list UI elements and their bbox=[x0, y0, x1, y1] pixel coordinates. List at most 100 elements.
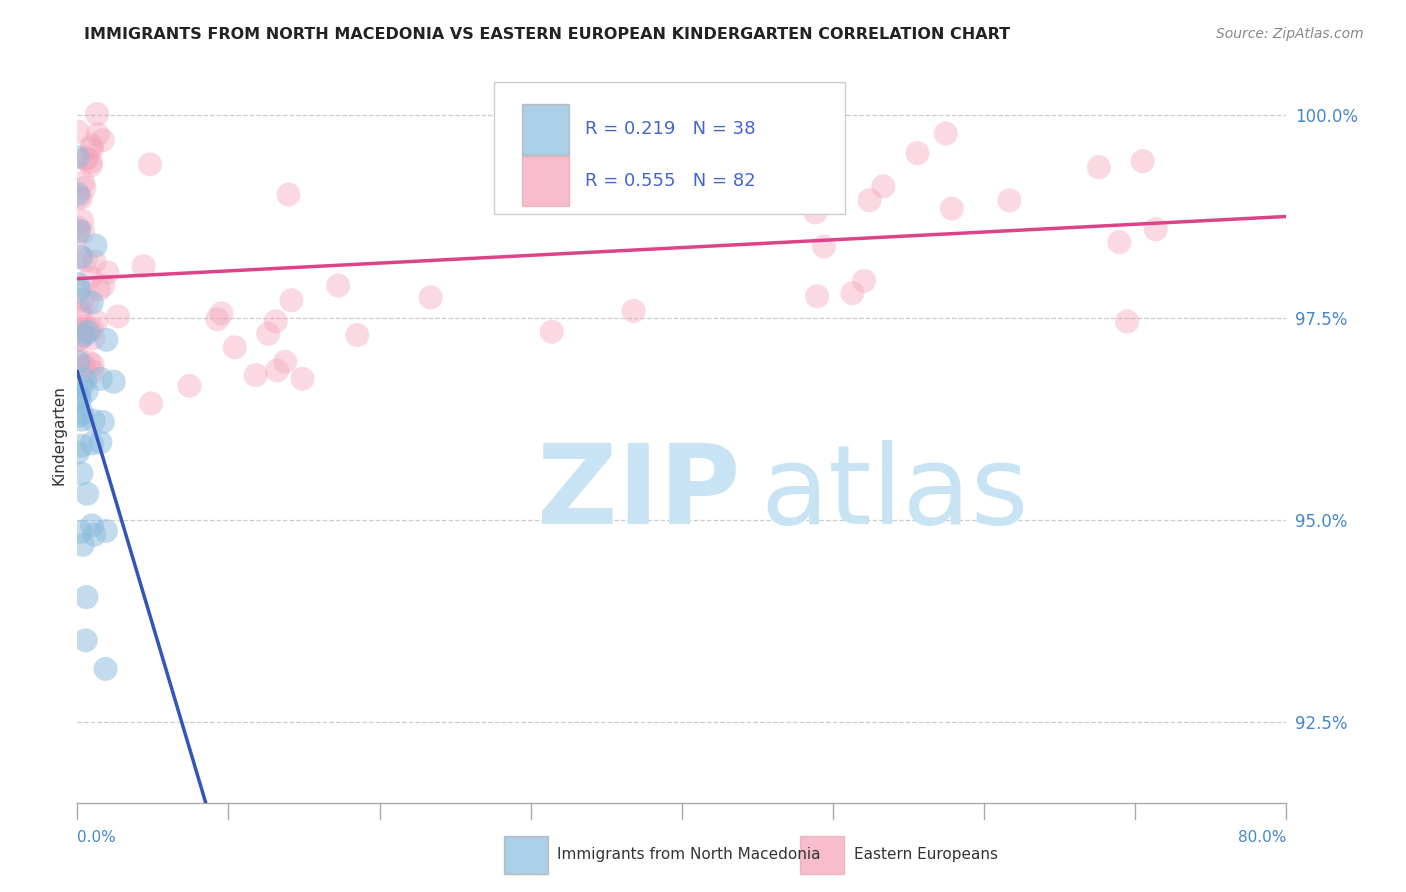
Point bbox=[84, 314, 107, 328]
FancyBboxPatch shape bbox=[522, 155, 569, 206]
Point bbox=[76, 590, 98, 604]
Point bbox=[86, 107, 108, 121]
Text: Eastern Europeans: Eastern Europeans bbox=[853, 847, 998, 862]
Point bbox=[806, 289, 828, 303]
Point bbox=[80, 138, 103, 153]
Point bbox=[66, 125, 89, 139]
Point bbox=[67, 190, 90, 204]
Point bbox=[69, 249, 91, 263]
Point bbox=[107, 310, 129, 324]
Point bbox=[67, 224, 90, 238]
Point bbox=[76, 152, 98, 166]
Point bbox=[328, 278, 350, 293]
Point bbox=[91, 278, 114, 293]
Point bbox=[94, 662, 117, 676]
Point bbox=[139, 157, 162, 171]
Point bbox=[89, 435, 111, 450]
Point bbox=[264, 314, 287, 328]
Point bbox=[858, 193, 880, 207]
Point bbox=[77, 322, 100, 336]
Point bbox=[70, 250, 93, 264]
Point bbox=[76, 325, 98, 339]
Point bbox=[72, 361, 94, 376]
Point bbox=[70, 407, 93, 421]
Point bbox=[80, 154, 103, 169]
Point bbox=[941, 202, 963, 216]
Text: Immigrants from North Macedonia: Immigrants from North Macedonia bbox=[557, 847, 821, 862]
Point bbox=[66, 220, 89, 235]
FancyBboxPatch shape bbox=[495, 81, 845, 214]
Point bbox=[79, 270, 101, 285]
Point bbox=[66, 350, 89, 364]
Point bbox=[69, 524, 91, 539]
Point bbox=[841, 286, 863, 301]
Point bbox=[91, 415, 114, 429]
Point bbox=[75, 253, 97, 268]
Point bbox=[207, 312, 229, 326]
Point bbox=[1116, 314, 1139, 328]
Point bbox=[266, 363, 288, 377]
Point bbox=[84, 238, 107, 252]
Point bbox=[69, 332, 91, 346]
Point bbox=[658, 144, 681, 158]
Point bbox=[83, 254, 105, 268]
Point bbox=[90, 372, 112, 386]
Point bbox=[75, 372, 97, 386]
Point bbox=[66, 186, 89, 201]
Point bbox=[70, 191, 93, 205]
Point bbox=[73, 358, 96, 372]
Point bbox=[80, 518, 103, 533]
Y-axis label: Kindergarten: Kindergarten bbox=[51, 385, 66, 484]
Point bbox=[77, 355, 100, 369]
Point bbox=[66, 227, 89, 242]
Point bbox=[80, 295, 103, 310]
Point bbox=[67, 307, 90, 321]
Point bbox=[132, 259, 155, 273]
Point bbox=[179, 378, 201, 392]
Point bbox=[80, 142, 103, 156]
Point bbox=[257, 326, 280, 341]
Point bbox=[274, 355, 297, 369]
Point bbox=[67, 355, 90, 369]
Text: R = 0.219   N = 38: R = 0.219 N = 38 bbox=[585, 120, 755, 138]
Point bbox=[623, 304, 645, 318]
Point bbox=[280, 293, 302, 308]
Point bbox=[813, 239, 835, 253]
Point bbox=[540, 325, 562, 339]
Point bbox=[70, 306, 93, 320]
Text: IMMIGRANTS FROM NORTH MACEDONIA VS EASTERN EUROPEAN KINDERGARTEN CORRELATION CHA: IMMIGRANTS FROM NORTH MACEDONIA VS EASTE… bbox=[84, 27, 1011, 42]
Point bbox=[96, 333, 118, 347]
Point bbox=[872, 179, 894, 194]
Point bbox=[69, 392, 91, 407]
Point bbox=[73, 328, 96, 343]
Text: Source: ZipAtlas.com: Source: ZipAtlas.com bbox=[1216, 27, 1364, 41]
Point bbox=[80, 436, 103, 450]
Point bbox=[66, 445, 89, 459]
Text: R = 0.555   N = 82: R = 0.555 N = 82 bbox=[585, 172, 756, 190]
Text: 0.0%: 0.0% bbox=[77, 830, 117, 845]
Point bbox=[80, 158, 103, 172]
Point bbox=[209, 306, 232, 320]
Point bbox=[75, 633, 97, 648]
Point bbox=[70, 214, 93, 228]
Point bbox=[103, 375, 125, 389]
Point bbox=[70, 412, 93, 426]
Point bbox=[1144, 222, 1167, 236]
Point bbox=[82, 331, 104, 345]
Point bbox=[86, 128, 108, 142]
Point bbox=[853, 274, 876, 288]
Point bbox=[72, 292, 94, 306]
Point bbox=[70, 379, 93, 393]
FancyBboxPatch shape bbox=[800, 836, 844, 874]
Text: ZIP: ZIP bbox=[537, 441, 740, 547]
Point bbox=[998, 194, 1021, 208]
Point bbox=[96, 266, 118, 280]
Point bbox=[80, 322, 103, 336]
Point bbox=[1132, 154, 1154, 169]
Point bbox=[82, 358, 104, 372]
Point bbox=[67, 333, 90, 347]
Point bbox=[75, 152, 97, 166]
FancyBboxPatch shape bbox=[522, 104, 569, 155]
Point bbox=[82, 365, 104, 379]
Point bbox=[139, 396, 162, 410]
